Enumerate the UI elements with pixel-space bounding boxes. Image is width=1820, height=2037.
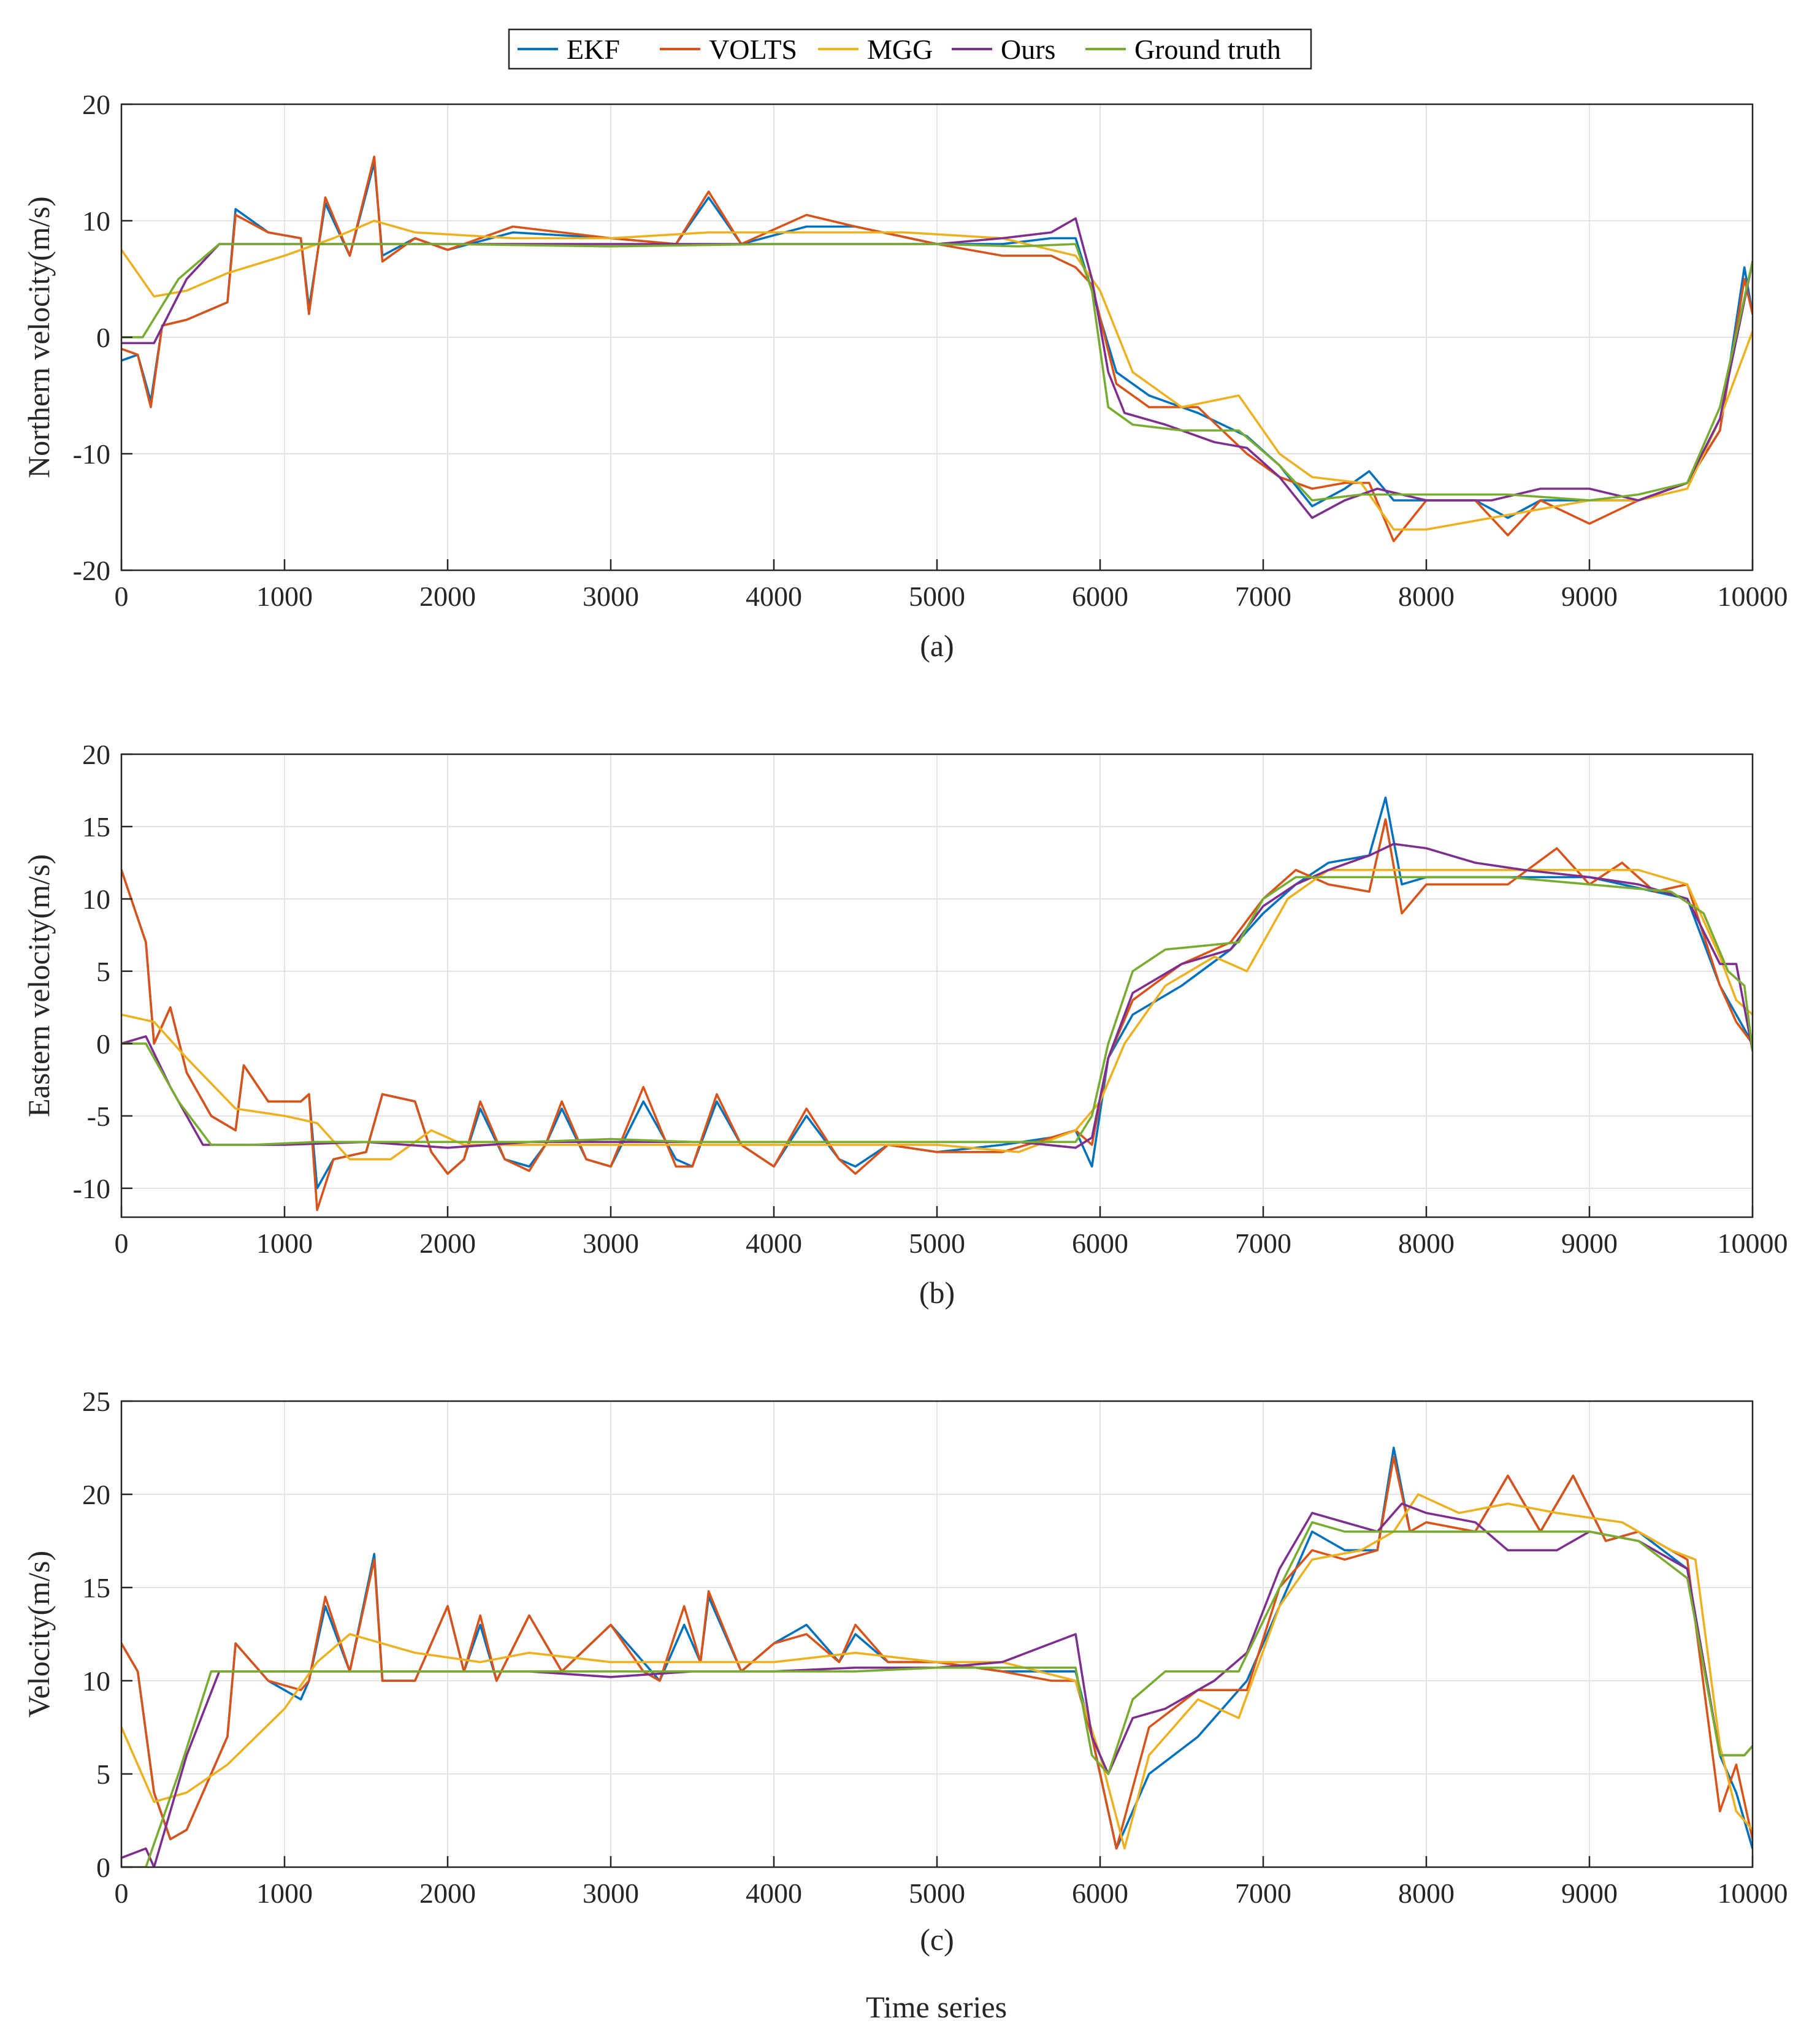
series-group xyxy=(121,1447,1753,1867)
x-tick-label: 2000 xyxy=(419,1878,476,1909)
x-tick-label: 3000 xyxy=(583,1878,639,1909)
y-tick-label: 0 xyxy=(96,1028,110,1060)
y-tick-label: 0 xyxy=(96,322,110,353)
x-tick-label: 10000 xyxy=(1718,1228,1788,1259)
legend-label: VOLTS xyxy=(709,34,797,65)
y-tick-label: 20 xyxy=(82,89,110,120)
y-tick-label: -5 xyxy=(87,1101,110,1132)
y-axis-label: Velocity(m/s) xyxy=(21,1551,56,1718)
x-tick-label: 7000 xyxy=(1235,1228,1291,1259)
x-tick-label: 10000 xyxy=(1718,1878,1788,1909)
series-line-ground-truth xyxy=(121,876,1753,1146)
x-axis-label: Time series xyxy=(866,1990,1007,2024)
series-line-mgg xyxy=(121,220,1753,531)
x-tick-label: 3000 xyxy=(583,581,639,612)
x-tick-label: 9000 xyxy=(1561,581,1618,612)
x-tick-label: 4000 xyxy=(746,1878,802,1909)
legend-label: Ours xyxy=(1001,34,1055,65)
legend: EKF VOLTS MGG Ours Ground truth xyxy=(508,28,1312,70)
legend-box xyxy=(508,28,1312,70)
x-tick-label: 0 xyxy=(115,1228,129,1259)
x-tick-label: 6000 xyxy=(1072,1228,1128,1259)
x-tick-label: 6000 xyxy=(1072,581,1128,612)
y-tick-label: 10 xyxy=(82,205,110,237)
y-tick-label: 15 xyxy=(82,1572,110,1603)
x-tick-label: 1000 xyxy=(256,1878,313,1909)
y-tick-label: 10 xyxy=(82,884,110,915)
x-tick-label: 2000 xyxy=(419,581,476,612)
series-line-volts xyxy=(121,1456,1753,1850)
panel-eastern-velocity: 0 1000 2000 3000 4000 5000 6000 7000 8000 9000 100… xyxy=(21,739,1788,1310)
x-tick-label: 7000 xyxy=(1235,1878,1291,1909)
x-tick-label: 1000 xyxy=(256,1228,313,1259)
x-tick-label: 5000 xyxy=(909,581,965,612)
x-tick-label: 8000 xyxy=(1398,1228,1455,1259)
x-tick-label: 7000 xyxy=(1235,581,1291,612)
y-tick-label: 20 xyxy=(82,739,110,770)
panel-caption: (b) xyxy=(919,1275,955,1310)
x-tick-label: 5000 xyxy=(909,1228,965,1259)
y-tick-label: -10 xyxy=(73,1173,110,1204)
y-tick-label: 25 xyxy=(82,1386,110,1417)
x-tick-label: 4000 xyxy=(746,581,802,612)
x-tick-label: 8000 xyxy=(1398,581,1455,612)
y-tick-label: 20 xyxy=(82,1479,110,1510)
y-tick-label: -10 xyxy=(73,438,110,470)
y-tick-label: 5 xyxy=(96,1759,110,1790)
x-tick-label: 9000 xyxy=(1561,1878,1618,1909)
y-axis-label: Eastern velocity(m/s) xyxy=(21,854,56,1117)
y-tick-label: -20 xyxy=(73,555,110,586)
series-line-ground-truth xyxy=(121,243,1753,502)
x-tick-label: 10000 xyxy=(1718,581,1788,612)
series-line-volts xyxy=(121,818,1753,1211)
y-axis-label: Northern velocity(m/s) xyxy=(21,196,56,478)
x-tick-label: 9000 xyxy=(1561,1228,1618,1259)
series-line-ground-truth xyxy=(121,1521,1753,1867)
y-tick-label: 10 xyxy=(82,1665,110,1697)
x-tick-label: 0 xyxy=(115,581,129,612)
panel-velocity: 0 1000 2000 3000 4000 5000 6000 7000 8000 9000 100… xyxy=(21,1386,1788,1957)
x-tick-label: 4000 xyxy=(746,1228,802,1259)
panel-caption: (c) xyxy=(920,1922,954,1957)
x-tick-label: 3000 xyxy=(583,1228,639,1259)
panel-caption: (a) xyxy=(920,629,954,663)
x-tick-label: 6000 xyxy=(1072,1878,1128,1909)
legend-label: EKF xyxy=(567,34,620,65)
x-tick-label: 5000 xyxy=(909,1878,965,1909)
x-tick-label: 8000 xyxy=(1398,1878,1455,1909)
legend-label: MGG xyxy=(867,34,933,65)
x-tick-label: 1000 xyxy=(256,581,313,612)
legend-label: Ground truth xyxy=(1134,34,1281,65)
x-tick-label: 2000 xyxy=(419,1228,476,1259)
y-tick-label: 0 xyxy=(96,1852,110,1883)
series-group xyxy=(121,155,1753,543)
y-tick-label: 5 xyxy=(96,956,110,987)
panel-northern-velocity: 0 1000 2000 3000 4000 5000 6000 7000 8000 9000 100… xyxy=(21,89,1788,663)
series-group xyxy=(121,797,1753,1211)
x-tick-label: 0 xyxy=(115,1878,129,1909)
y-tick-label: 15 xyxy=(82,811,110,843)
